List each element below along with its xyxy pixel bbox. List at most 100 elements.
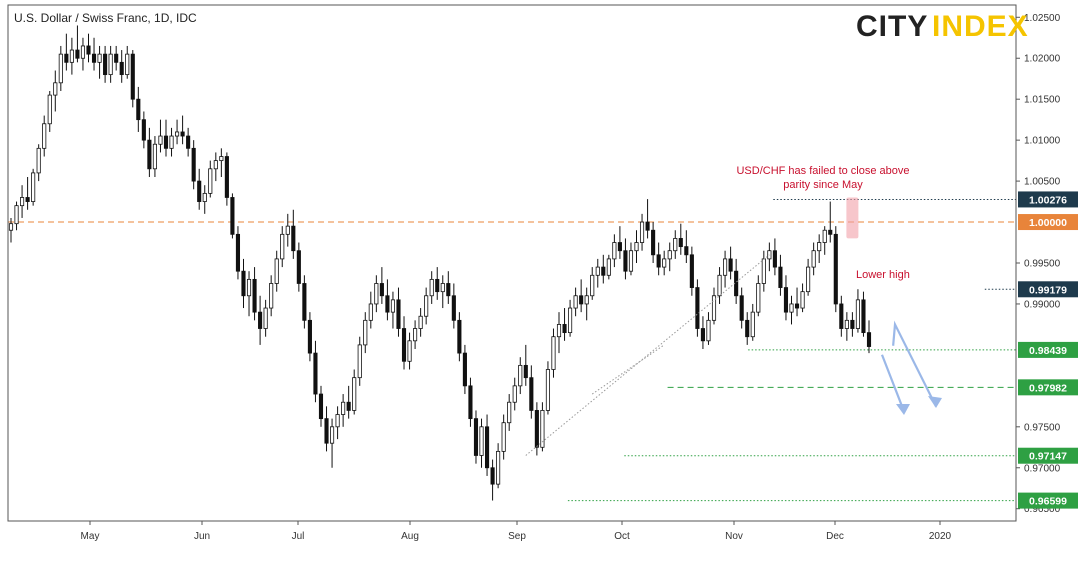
candle-down <box>850 319 855 329</box>
candle-up <box>424 295 429 317</box>
candle-down <box>130 53 135 100</box>
candle-down <box>191 147 196 182</box>
candle-up <box>58 53 63 84</box>
arrow-head <box>896 404 910 415</box>
candle-up <box>501 422 506 452</box>
candle-up <box>80 45 86 59</box>
candle-down <box>828 229 833 235</box>
y-tick-label: 0.99000 <box>1024 299 1061 310</box>
level-badge <box>1018 281 1078 298</box>
x-tick-label: Oct <box>614 531 630 542</box>
candle-down <box>324 418 329 444</box>
candle-up <box>806 266 811 293</box>
candle-down <box>230 197 235 235</box>
candle-up <box>844 319 849 329</box>
x-tick-label: 2020 <box>929 531 952 542</box>
candle-up <box>568 307 573 334</box>
candle-up <box>341 401 346 415</box>
x-tick-label: Sep <box>508 531 526 542</box>
candle-down <box>296 250 301 284</box>
candle-up <box>767 250 772 260</box>
candle-up <box>590 274 595 297</box>
candle-down <box>601 266 606 276</box>
candle-up <box>357 344 362 379</box>
y-tick-label: 1.01000 <box>1024 136 1061 147</box>
candle-up <box>507 401 512 424</box>
candle-up <box>595 266 600 276</box>
highlight-box <box>846 197 859 239</box>
candle-up <box>208 168 213 194</box>
candle-down <box>313 352 318 395</box>
level-badge-label: 0.97147 <box>1029 451 1067 463</box>
candle-down <box>534 410 539 448</box>
candle-up <box>36 147 41 174</box>
candle-down <box>379 283 384 297</box>
candle-up <box>545 369 551 411</box>
candle-down <box>473 418 479 456</box>
candle-down <box>451 295 456 321</box>
candle-up <box>811 250 816 268</box>
candle-up <box>440 283 445 293</box>
candle-up <box>20 197 25 207</box>
candle-up <box>125 53 130 76</box>
candle-down <box>861 299 866 334</box>
candle-up <box>706 319 711 342</box>
candle-down <box>302 283 307 321</box>
candle-down <box>401 328 407 362</box>
candle-up <box>750 311 755 338</box>
candle-down <box>739 295 744 321</box>
candle-up <box>280 233 285 260</box>
x-tick-label: Jun <box>194 531 210 542</box>
candle-up <box>53 82 58 96</box>
candle-down <box>318 393 324 420</box>
candle-down <box>833 233 838 305</box>
projection-arrow <box>892 320 937 407</box>
candle-up <box>368 303 373 321</box>
level-badge <box>1018 447 1078 464</box>
candle-up <box>612 242 617 260</box>
candle-up <box>822 229 827 243</box>
overlays <box>525 197 942 456</box>
level-badge-label: 0.96599 <box>1029 496 1067 508</box>
y-tick-label: 1.02500 <box>1024 13 1061 24</box>
candle-up <box>246 278 252 297</box>
trend-line <box>525 254 770 456</box>
candle-down <box>136 98 141 121</box>
candle-up <box>540 410 545 448</box>
candle-down <box>86 45 91 55</box>
x-tick-label: Nov <box>725 531 743 542</box>
candle-up <box>175 131 180 137</box>
candle-down <box>197 180 202 202</box>
candle-up <box>667 250 672 260</box>
candle-up <box>213 160 218 170</box>
candle-up <box>335 414 340 428</box>
candle-down <box>457 319 462 354</box>
candle-down <box>25 197 30 202</box>
candle-up <box>551 336 556 370</box>
candle-up <box>219 156 224 162</box>
y-tick-label: 0.97500 <box>1024 422 1061 433</box>
candle-up <box>263 307 268 329</box>
candle-down <box>446 283 451 297</box>
level-badge-label: 0.99179 <box>1029 284 1067 296</box>
candle-up <box>329 426 335 444</box>
candle-down <box>678 238 683 248</box>
candle-down <box>103 53 108 76</box>
candle-down <box>689 254 694 288</box>
x-tick-label: Aug <box>401 531 419 542</box>
candle-up <box>761 258 766 284</box>
candles <box>8 25 872 501</box>
candle-down <box>651 229 656 256</box>
candle-up <box>628 250 634 272</box>
candle-down <box>778 266 783 288</box>
candle-up <box>855 299 860 329</box>
candle-down <box>462 352 467 387</box>
candle-up <box>418 315 423 329</box>
candle-up <box>158 135 163 145</box>
candle-down <box>728 258 733 272</box>
y-axis-ticks: 1.02500 1.02000 1.01500 1.01000 1.00500 0.995… <box>1016 13 1061 515</box>
candle-up <box>662 258 667 268</box>
candle-up <box>496 450 501 485</box>
candle-up <box>756 283 761 313</box>
